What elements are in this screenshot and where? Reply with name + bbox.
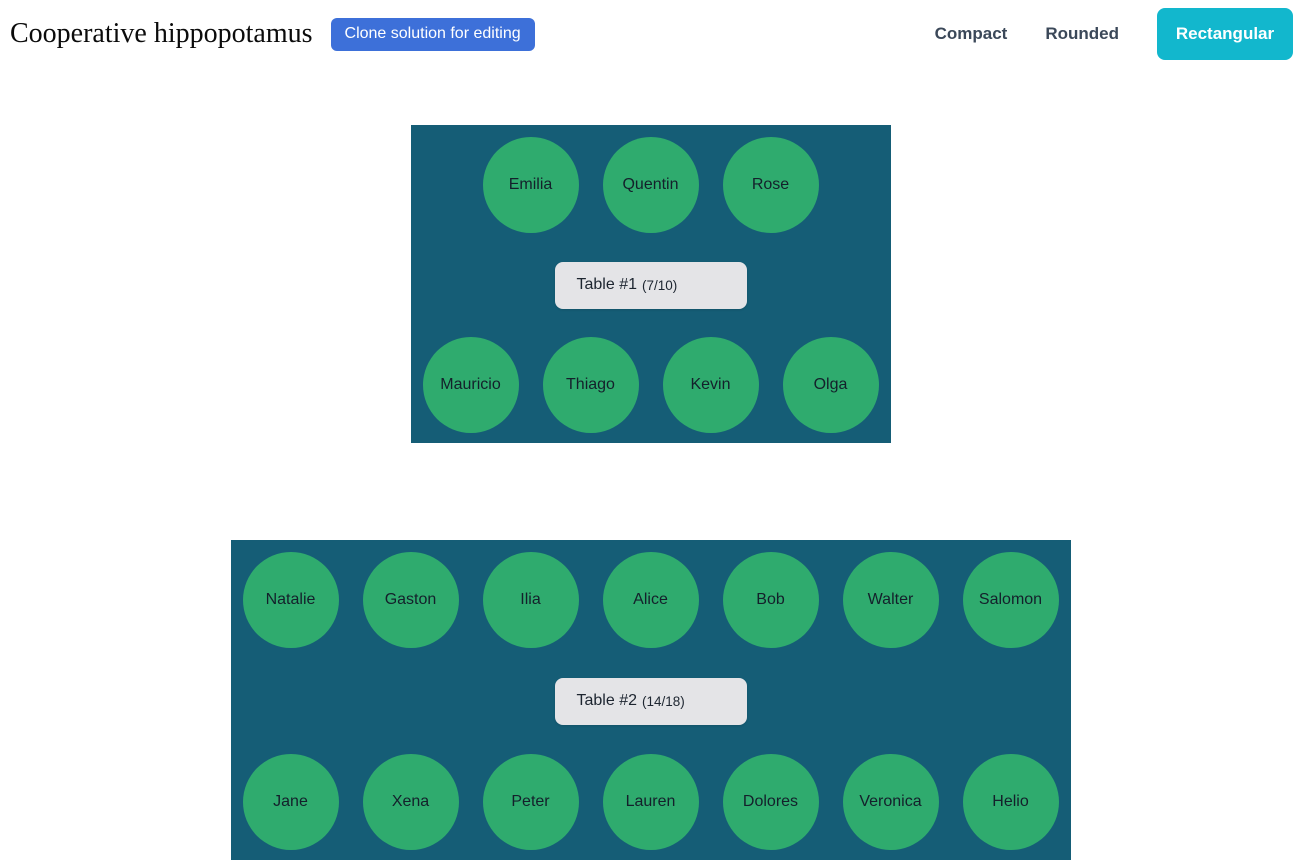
guest-circle-veronica[interactable]: Veronica bbox=[842, 754, 939, 850]
table-occupancy: (14/18) bbox=[642, 693, 685, 709]
guest-seat: Jane bbox=[231, 754, 351, 850]
guest-name: Dolores bbox=[742, 793, 799, 810]
guest-seat: Natalie bbox=[231, 552, 351, 648]
header-bar: Cooperative hippopotamus Clone solution … bbox=[0, 0, 1301, 68]
guest-name: Bob bbox=[756, 591, 785, 608]
guest-seat: Rose bbox=[711, 137, 831, 233]
table-2[interactable]: Natalie Gaston Ilia Alice Bob Walter Salomon T… bbox=[230, 540, 1071, 860]
guest-seat: Xena bbox=[351, 754, 471, 850]
guest-name: Ilia bbox=[520, 591, 541, 608]
table-1-top-seat-row: Emilia Quentin Rose bbox=[471, 137, 831, 233]
view-mode-rounded-button[interactable]: Rounded bbox=[1045, 24, 1119, 43]
guest-name: Walter bbox=[867, 591, 914, 608]
view-mode-compact-button[interactable]: Compact bbox=[934, 24, 1008, 43]
guest-name: Peter bbox=[511, 793, 550, 810]
guest-name: Quentin bbox=[622, 176, 679, 193]
table-1-label[interactable]: Table #1 (7/10) bbox=[554, 261, 747, 309]
view-mode-rectangular-button[interactable]: Rectangular bbox=[1157, 8, 1293, 60]
guest-name: Veronica bbox=[859, 793, 922, 810]
table-name: Table #2 bbox=[576, 692, 638, 709]
guest-seat: Quentin bbox=[591, 137, 711, 233]
guest-circle-emilia[interactable]: Emilia bbox=[482, 137, 579, 233]
guest-circle-helio[interactable]: Helio bbox=[962, 754, 1059, 850]
guest-circle-ilia[interactable]: Ilia bbox=[482, 552, 579, 648]
guest-name: Jane bbox=[273, 793, 308, 810]
guest-seat: Peter bbox=[471, 754, 591, 850]
guest-name: Alice bbox=[633, 591, 668, 608]
guest-circle-kevin[interactable]: Kevin bbox=[662, 337, 759, 433]
table-2-bottom-seat-row: Jane Xena Peter Lauren Dolores Veronica Helio bbox=[231, 754, 1071, 850]
guest-circle-thiago[interactable]: Thiago bbox=[542, 337, 639, 433]
guest-circle-natalie[interactable]: Natalie bbox=[242, 552, 339, 648]
table-2-label[interactable]: Table #2 (14/18) bbox=[554, 677, 747, 725]
guest-circle-dolores[interactable]: Dolores bbox=[722, 754, 819, 850]
guest-name: Salomon bbox=[978, 591, 1043, 608]
guest-name: Emilia bbox=[508, 176, 553, 193]
guest-circle-jane[interactable]: Jane bbox=[242, 754, 339, 850]
guest-name: Gaston bbox=[384, 591, 437, 608]
guest-name: Xena bbox=[391, 793, 430, 810]
guest-circle-lauren[interactable]: Lauren bbox=[602, 754, 699, 850]
seating-canvas: Emilia Quentin Rose Table #1 (7/10) Mauric… bbox=[0, 68, 1301, 860]
guest-circle-walter[interactable]: Walter bbox=[842, 552, 939, 648]
guest-seat: Bob bbox=[711, 552, 831, 648]
guest-circle-olga[interactable]: Olga bbox=[782, 337, 879, 433]
table-name: Table #1 bbox=[576, 276, 638, 293]
guest-circle-peter[interactable]: Peter bbox=[482, 754, 579, 850]
guest-circle-rose[interactable]: Rose bbox=[722, 137, 819, 233]
guest-circle-alice[interactable]: Alice bbox=[602, 552, 699, 648]
guest-seat: Emilia bbox=[471, 137, 591, 233]
guest-seat: Olga bbox=[771, 337, 891, 433]
guest-circle-xena[interactable]: Xena bbox=[362, 754, 459, 850]
clone-solution-button[interactable]: Clone solution for editing bbox=[330, 17, 535, 51]
guest-seat: Veronica bbox=[831, 754, 951, 850]
guest-name: Helio bbox=[992, 793, 1029, 810]
guest-seat: Ilia bbox=[471, 552, 591, 648]
guest-seat: Helio bbox=[951, 754, 1071, 850]
guest-name: Rose bbox=[751, 176, 790, 193]
guest-seat: Walter bbox=[831, 552, 951, 648]
page-title: Cooperative hippopotamus bbox=[10, 18, 313, 49]
guest-name: Mauricio bbox=[440, 376, 501, 393]
guest-name: Lauren bbox=[625, 793, 676, 810]
guest-seat: Dolores bbox=[711, 754, 831, 850]
view-mode-toggle-group: Compact Rounded Rectangular bbox=[935, 8, 1293, 60]
guest-name: Natalie bbox=[265, 591, 316, 608]
guest-name: Olga bbox=[813, 376, 848, 393]
guest-seat: Gaston bbox=[351, 552, 471, 648]
table-1[interactable]: Emilia Quentin Rose Table #1 (7/10) Mauric… bbox=[410, 125, 891, 443]
guest-seat: Lauren bbox=[591, 754, 711, 850]
guest-seat: Alice bbox=[591, 552, 711, 648]
guest-seat: Thiago bbox=[531, 337, 651, 433]
guest-circle-gaston[interactable]: Gaston bbox=[362, 552, 459, 648]
guest-seat: Mauricio bbox=[411, 337, 531, 433]
guest-circle-bob[interactable]: Bob bbox=[722, 552, 819, 648]
table-2-top-seat-row: Natalie Gaston Ilia Alice Bob Walter Salomon bbox=[231, 552, 1071, 648]
table-1-bottom-seat-row: Mauricio Thiago Kevin Olga bbox=[411, 337, 891, 433]
guest-circle-mauricio[interactable]: Mauricio bbox=[422, 337, 519, 433]
table-occupancy: (7/10) bbox=[642, 277, 678, 293]
guest-seat: Kevin bbox=[651, 337, 771, 433]
guest-circle-salomon[interactable]: Salomon bbox=[962, 552, 1059, 648]
guest-name: Kevin bbox=[690, 376, 731, 393]
guest-name: Thiago bbox=[566, 376, 615, 393]
guest-circle-quentin[interactable]: Quentin bbox=[602, 137, 699, 233]
guest-seat: Salomon bbox=[951, 552, 1071, 648]
